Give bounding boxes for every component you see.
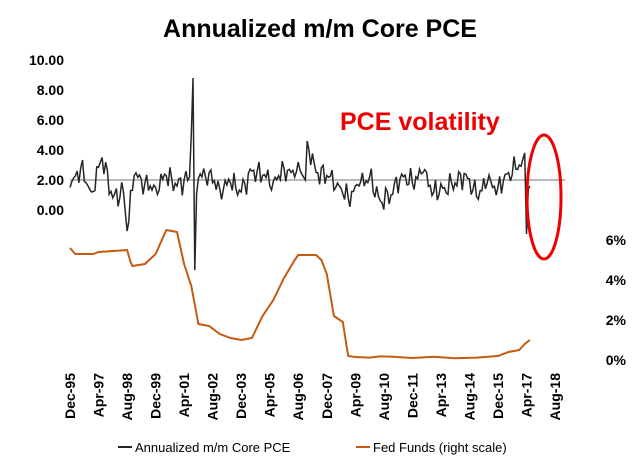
left-axis-tick-label: 4.00 — [37, 142, 64, 158]
left-axis-ticks: 10.00 8.00 6.00 4.00 2.00 0.00 — [29, 52, 64, 218]
left-axis-tick-label: 6.00 — [37, 112, 64, 128]
legend-label-fed-funds: Fed Funds (right scale) — [373, 440, 507, 455]
x-axis-tick-label: Dec-99 — [148, 373, 164, 419]
x-axis-tick-label: Apr-01 — [176, 373, 192, 418]
chart-title: Annualized m/m Core PCE — [163, 15, 477, 43]
x-axis-tick-label: Aug-10 — [376, 373, 392, 421]
x-axis-tick-label: Dec-11 — [404, 373, 420, 418]
annotation-pce-volatility: PCE volatility — [340, 108, 500, 136]
x-axis-tick-label: Aug-98 — [119, 373, 135, 421]
right-axis-tick-label: 0% — [606, 352, 627, 368]
left-axis-tick-label: 2.00 — [37, 172, 64, 188]
left-axis-tick-label: 0.00 — [37, 202, 64, 218]
right-axis-tick-label: 6% — [606, 232, 627, 248]
legend-label-core-pce: Annualized m/m Core PCE — [135, 440, 291, 455]
x-axis-tick-label: Apr-13 — [433, 373, 449, 418]
legend: Annualized m/m Core PCE Fed Funds (right… — [118, 440, 507, 455]
x-axis-tick-label: Apr-97 — [91, 373, 107, 418]
x-axis-tick-label: Apr-05 — [262, 373, 278, 418]
x-axis-tick-label: Aug-02 — [205, 373, 221, 421]
x-axis-tick-label: Dec-15 — [490, 373, 506, 419]
x-axis-tick-label: Apr-17 — [518, 373, 534, 418]
x-axis-tick-label: Aug-18 — [547, 373, 563, 421]
volatility-ellipse — [525, 133, 563, 261]
x-axis-tick-label: Dec-03 — [233, 373, 249, 419]
x-axis-tick-label: Dec-07 — [319, 373, 335, 419]
x-axis-tick-label: Dec-95 — [62, 373, 78, 419]
x-axis-tick-label: Apr-09 — [347, 373, 363, 418]
left-axis-tick-label: 10.00 — [29, 52, 64, 68]
right-axis-ticks: 6% 4% 2% 0% — [606, 232, 627, 368]
series-line-fed-funds — [69, 228, 531, 360]
right-axis-tick-label: 2% — [606, 312, 627, 328]
series-line-core-pce — [69, 77, 531, 271]
x-axis-tick-label: Aug-06 — [290, 373, 306, 421]
right-axis-tick-label: 4% — [606, 272, 627, 288]
x-axis-ticks: Dec-95 Apr-97 Aug-98 Dec-99 Apr-01 Aug-02 Dec-… — [62, 373, 563, 421]
left-axis-tick-label: 8.00 — [37, 82, 64, 98]
x-axis-tick-label: Aug-14 — [461, 373, 477, 421]
